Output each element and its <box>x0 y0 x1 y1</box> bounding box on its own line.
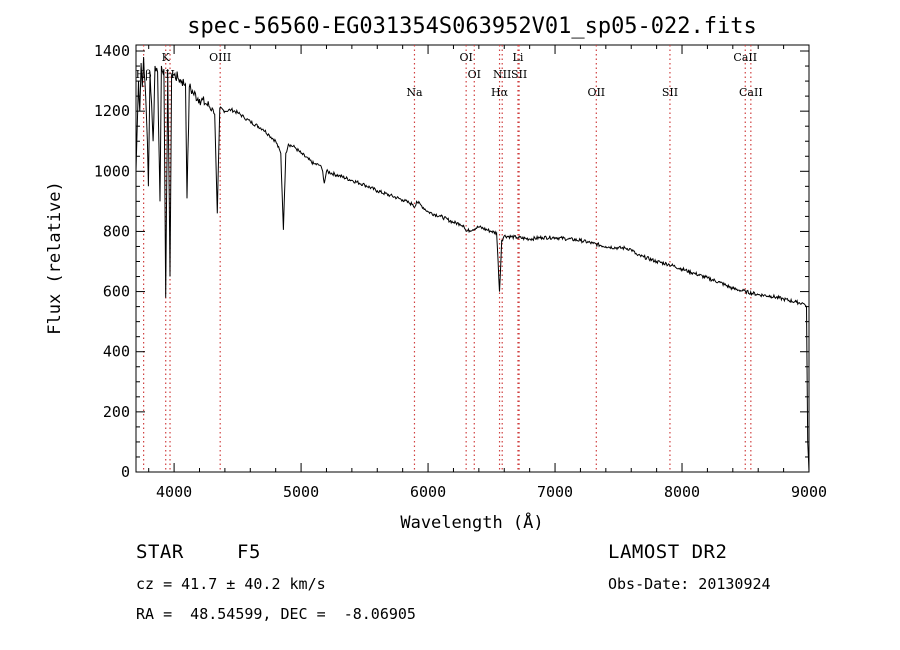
x-tick-label: 7000 <box>537 483 573 501</box>
y-tick-label: 200 <box>103 403 130 421</box>
line-marker-label: OI <box>459 51 472 64</box>
line-marker-label: OIII <box>209 51 231 64</box>
line-marker-label: SII <box>662 86 678 99</box>
plot-frame <box>135 44 810 473</box>
line-marker-label: K <box>162 51 171 64</box>
line-marker-label: Hβ <box>136 68 152 81</box>
x-tick-label: 8000 <box>664 483 700 501</box>
line-markers <box>143 45 752 472</box>
survey-name: LAMOST DR2 <box>608 541 728 563</box>
line-marker-label: OII <box>587 86 605 99</box>
y-axis-label: Flux (relative) <box>45 181 65 335</box>
x-tick-label: 6000 <box>410 483 446 501</box>
object-class: STAR <box>136 541 184 563</box>
y-tick-label: 800 <box>103 222 130 240</box>
line-marker-label: OI <box>468 68 481 81</box>
x-tick-label: 4000 <box>156 483 192 501</box>
line-marker-label: NII <box>493 68 511 81</box>
object-subclass: F5 <box>237 541 261 563</box>
x-axis-ticks: 4000 5000 6000 7000 8000 9000 <box>148 45 827 501</box>
line-marker-label: H <box>165 68 175 81</box>
obs-date: Obs-Date: 20130924 <box>608 575 771 593</box>
coordinates: RA = 48.54599, DEC = -8.06905 <box>136 605 416 623</box>
line-marker-label: CaII <box>739 86 763 99</box>
y-tick-label: 400 <box>103 343 130 361</box>
x-tick-label: 9000 <box>791 483 827 501</box>
y-tick-label: 1200 <box>94 102 130 120</box>
x-axis-label: Wavelength (Å) <box>400 511 543 533</box>
y-tick-label: 1400 <box>94 42 130 60</box>
y-axis-ticks: 0 200 400 600 800 1000 1200 1400 <box>94 42 809 481</box>
y-tick-label: 1000 <box>94 162 130 180</box>
line-marker-label: CaII <box>733 51 757 64</box>
y-tick-label: 0 <box>121 463 130 481</box>
line-marker-label: Na <box>406 86 423 99</box>
line-marker-label: SII <box>511 68 527 81</box>
line-marker-label: Li <box>513 51 524 64</box>
chart-title: spec-56560-EG031354S063952V01_sp05-022.f… <box>187 14 757 39</box>
y-tick-label: 600 <box>103 283 130 301</box>
spectrum-line <box>135 56 810 473</box>
x-tick-label: 5000 <box>283 483 319 501</box>
redshift-text: cz = 41.7 ± 40.2 km/s <box>136 575 326 593</box>
line-marker-label: Hα <box>491 86 509 99</box>
spectrum-chart: spec-56560-EG031354S063952V01_sp05-022.f… <box>45 14 827 533</box>
